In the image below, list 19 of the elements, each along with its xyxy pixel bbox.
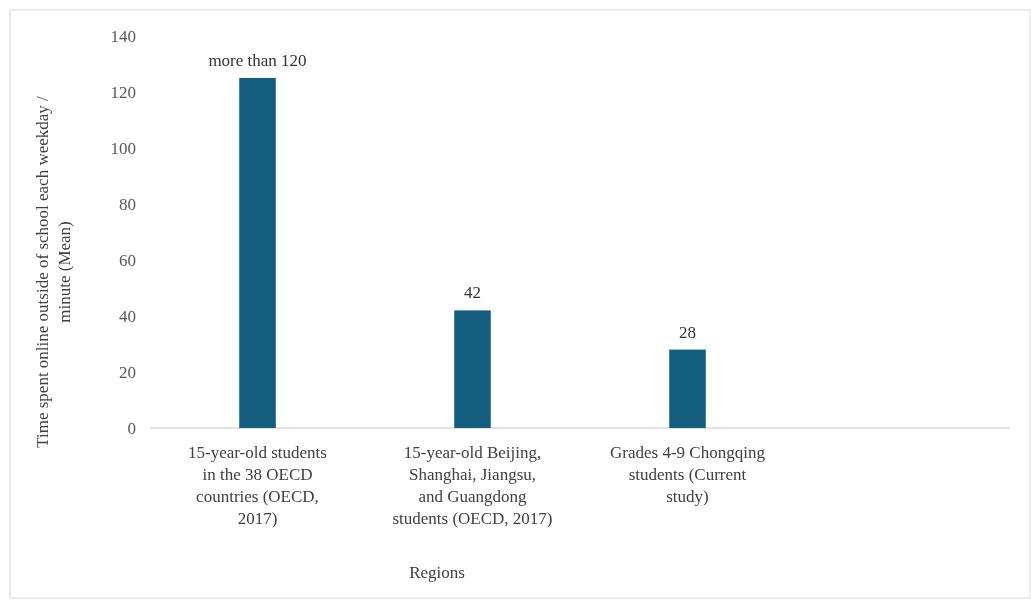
bar	[239, 78, 276, 428]
x-tick-label: 15-year-old Beijing, Shanghai, Jiangsu, and Guangdong students (OECD, 2017)	[392, 443, 553, 528]
y-tick-label: 0	[127, 418, 136, 438]
data-label: more than 120	[208, 51, 307, 70]
y-tick-label: 40	[119, 306, 136, 326]
bar	[454, 310, 491, 428]
data-label: 42	[464, 283, 481, 303]
y-tick-label: 20	[119, 362, 136, 382]
data-label: 28	[679, 322, 696, 342]
x-tick-label: 15-year-old students in the 38 OECD countries (OECD, 2017)	[188, 443, 327, 528]
y-tick-label: 80	[119, 194, 136, 214]
bar	[669, 349, 706, 428]
x-axis-title: Regions	[409, 563, 465, 582]
y-tick-label: 100	[110, 138, 136, 158]
y-tick-label: 60	[119, 250, 136, 270]
y-tick-label: 140	[110, 26, 136, 46]
y-axis-title: Time spent online outside of school each weekday / minute (Mean)	[33, 95, 74, 448]
y-tick-label: 120	[110, 82, 136, 102]
x-tick-label: Grades 4-9 Chongqing students (Current study)	[610, 443, 766, 506]
